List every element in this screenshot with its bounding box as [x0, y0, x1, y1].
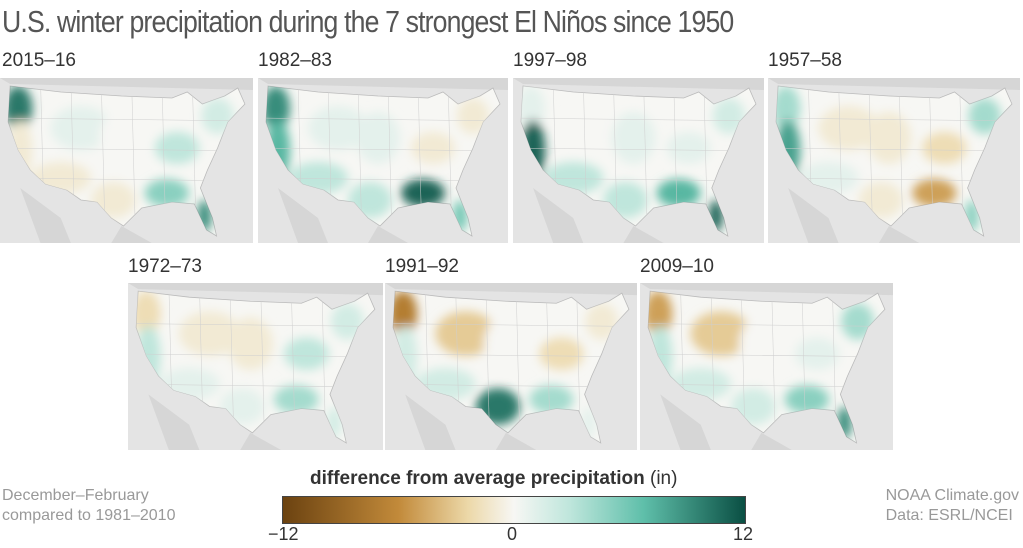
region-rockies — [563, 106, 624, 150]
region-northeast — [968, 98, 1001, 134]
region-california — [266, 120, 290, 180]
canada-land — [258, 78, 508, 90]
region-southwest — [288, 162, 348, 194]
canada-land — [768, 78, 1020, 90]
canada-land — [513, 78, 764, 90]
region-northeast — [585, 303, 618, 340]
region-pacific_nw — [266, 86, 290, 130]
region-texas — [858, 182, 904, 218]
region-northeast — [841, 303, 874, 340]
region-ohio_valley — [666, 132, 711, 164]
mexico-land — [533, 188, 664, 243]
mexico-land — [278, 188, 408, 243]
map-label: 1982–83 — [258, 50, 332, 71]
region-gulf — [401, 179, 445, 207]
precip-map — [258, 78, 508, 243]
precip-map — [640, 283, 893, 450]
region-gulf — [144, 179, 190, 207]
legend-tick-min: −12 — [268, 524, 299, 544]
region-california — [136, 325, 161, 387]
legend-unit: (in) — [650, 468, 678, 489]
region-northeast — [457, 98, 489, 134]
region-southwest — [543, 162, 604, 194]
region-california — [8, 120, 33, 180]
region-texas — [731, 388, 776, 425]
canada-land — [0, 78, 253, 90]
map-label: 1997–98 — [513, 50, 587, 71]
region-pacific_nw — [521, 86, 546, 130]
region-ohio_valley — [284, 337, 329, 371]
region-pacific_nw — [648, 291, 673, 336]
note-line: Data: ESRL/NCEI — [885, 507, 1013, 524]
region-california — [776, 120, 801, 180]
region-ohio_valley — [794, 337, 840, 371]
note-line: December–February — [2, 487, 149, 504]
legend-title-text: difference from average precipitation — [310, 468, 645, 489]
legend-colorbar — [282, 496, 746, 524]
legend-title: difference from average precipitation (i… — [310, 468, 677, 490]
region-southwest — [415, 368, 476, 401]
region-gulf — [656, 179, 701, 207]
region-california — [648, 325, 673, 387]
map-label: 1972–73 — [128, 256, 202, 277]
period-note: December–February compared to 1981–2010 — [2, 486, 175, 526]
region-pacific_nw — [136, 291, 161, 336]
chart-title: U.S. winter precipitation during the 7 s… — [2, 4, 734, 39]
map-label: 1957–58 — [768, 50, 842, 71]
canada-land — [640, 283, 893, 296]
region-pacific_nw — [776, 86, 801, 130]
precip-map — [768, 78, 1020, 243]
region-gulf — [529, 385, 574, 414]
region-gulf — [273, 385, 319, 414]
region-southwest — [158, 368, 220, 401]
mexico-land — [405, 394, 537, 450]
region-california — [393, 325, 418, 387]
map-label: 1991–92 — [385, 256, 459, 277]
precip-map — [385, 283, 637, 450]
region-southwest — [30, 162, 92, 194]
region-rockies — [818, 106, 879, 150]
map-label: 2015–16 — [2, 50, 76, 71]
precip-map — [128, 283, 383, 450]
canada-land — [385, 283, 637, 296]
mexico-land — [148, 394, 281, 450]
region-northeast — [712, 98, 745, 134]
region-southwest — [670, 368, 732, 401]
legend-tick-mid: 0 — [507, 524, 518, 544]
canada-land — [128, 283, 383, 296]
region-pacific_nw — [8, 86, 33, 130]
region-texas — [219, 388, 265, 425]
precip-map — [513, 78, 764, 243]
region-texas — [91, 182, 136, 218]
mexico-land — [788, 188, 920, 243]
region-ohio_valley — [154, 132, 200, 164]
region-ohio_valley — [539, 337, 584, 371]
mexico-land — [660, 394, 792, 450]
source-note: NOAA Climate.gov Data: ESRL/NCEI — [886, 486, 1019, 526]
region-northeast — [201, 98, 234, 134]
region-ohio_valley — [922, 132, 967, 164]
note-line: NOAA Climate.gov — [885, 487, 1019, 504]
region-rockies — [435, 311, 496, 356]
map-label: 2009–10 — [640, 256, 714, 277]
region-northeast — [330, 303, 364, 340]
region-ohio_valley — [411, 132, 455, 164]
region-gulf — [784, 385, 830, 414]
region-california — [521, 120, 546, 180]
region-gulf — [912, 179, 957, 207]
region-texas — [475, 388, 521, 425]
mexico-land — [20, 188, 152, 243]
region-pacific_nw — [393, 291, 418, 336]
region-southwest — [798, 162, 859, 194]
region-rockies — [179, 311, 241, 356]
region-rockies — [50, 106, 112, 150]
legend-tick-max: 12 — [733, 524, 754, 544]
region-rockies — [690, 311, 752, 356]
region-texas — [603, 182, 648, 218]
region-texas — [348, 182, 392, 218]
precip-map — [0, 78, 253, 243]
region-rockies — [308, 106, 368, 150]
note-line: compared to 1981–2010 — [2, 507, 176, 524]
